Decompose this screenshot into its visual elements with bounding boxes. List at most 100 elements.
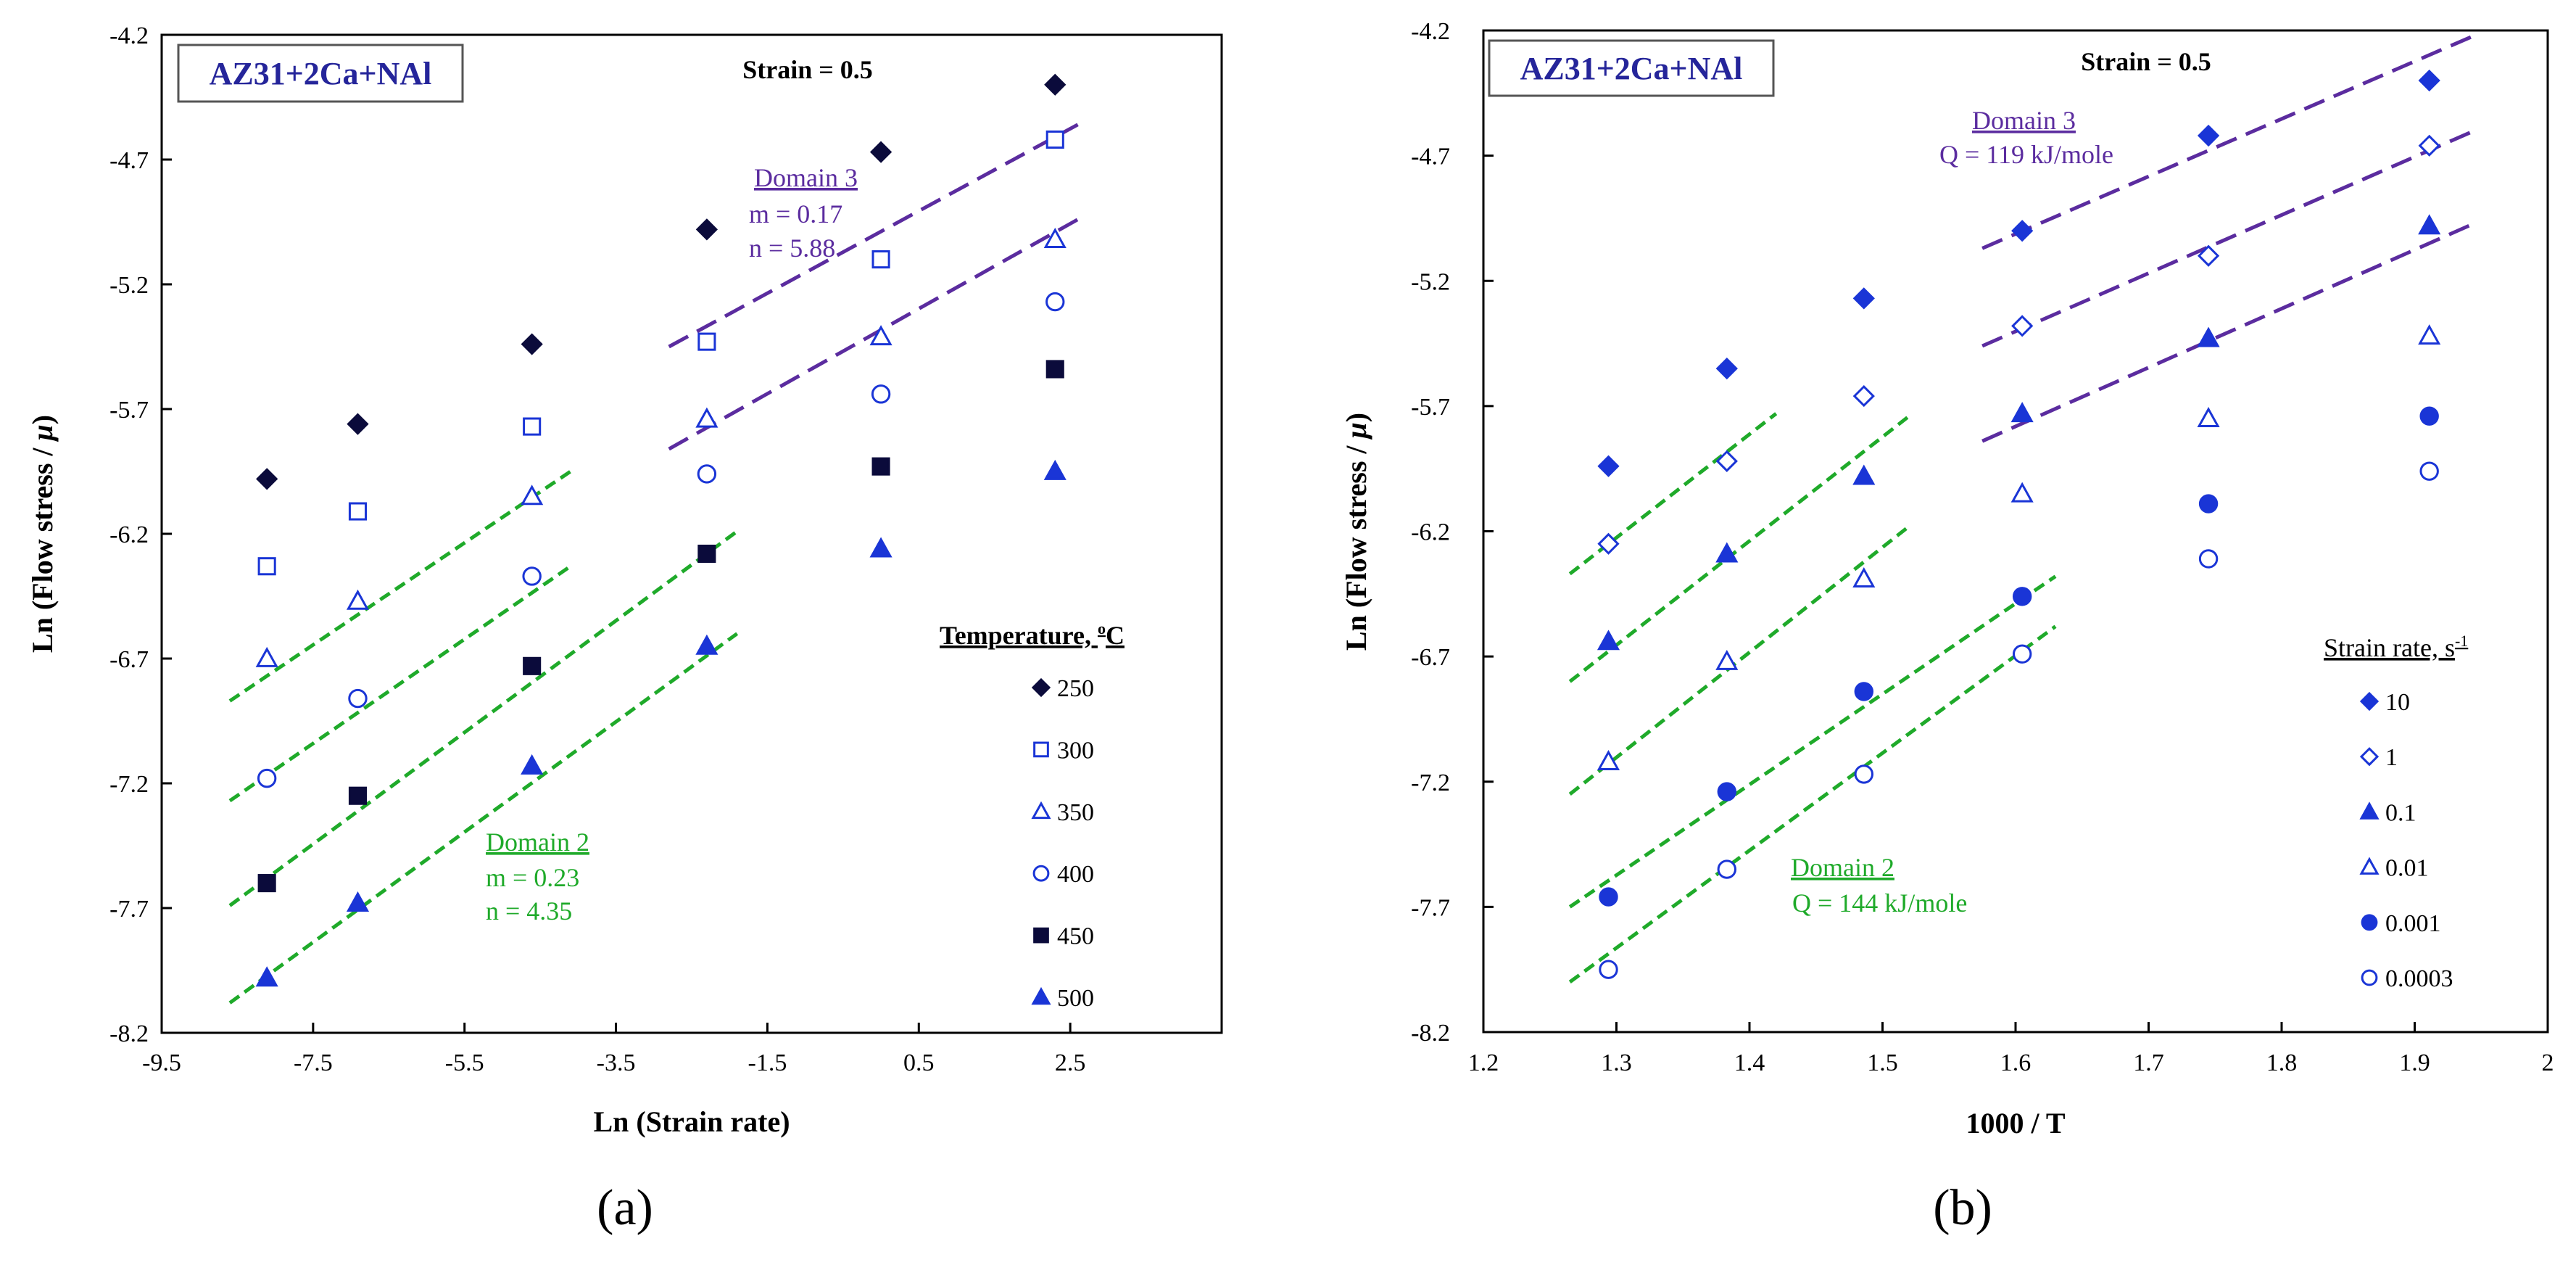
x-tick-label: 1.6 [2000, 1049, 2032, 1076]
legend-marker-0.01 [2359, 857, 2380, 875]
data-point-300 [1045, 130, 1064, 149]
domain3-fit-line [668, 218, 1079, 451]
data-point-400 [522, 566, 542, 586]
x-tick-label: -7.5 [294, 1049, 333, 1076]
domain3-fit-line [1981, 221, 2476, 443]
data-point-450 [348, 786, 368, 805]
domain2-title-b: Domain 2 [1791, 853, 1894, 882]
x-tick-label: 1.8 [2266, 1049, 2298, 1076]
legend-marker-0.001 [2361, 914, 2378, 931]
subtitle-b: Strain = 0.5 [2081, 47, 2211, 76]
data-point-10 [1597, 455, 1620, 477]
legend-marker-1 [2359, 747, 2380, 767]
data-point-500 [521, 754, 544, 775]
fit-lines-a [228, 123, 1079, 1005]
domain3-line1-a: m = 0.17 [749, 199, 842, 228]
legend-marker-300 [1033, 741, 1049, 758]
data-point-0.001 [2419, 406, 2439, 426]
data-point-0.0003 [1599, 960, 1618, 979]
data-point-450 [1045, 360, 1064, 379]
data-point-300 [523, 417, 542, 436]
subtitle-a: Strain = 0.5 [742, 55, 873, 84]
domain3-line1-b: Q = 119 kJ/mole [1939, 140, 2113, 169]
data-point-0.01 [1852, 567, 1876, 587]
data-point-10 [1715, 357, 1738, 380]
data-point-0.01 [2418, 324, 2441, 345]
data-point-500 [695, 634, 718, 655]
data-point-500 [255, 966, 278, 987]
data-point-0.1 [2010, 402, 2034, 423]
y-tick-label: -7.7 [109, 896, 149, 923]
data-point-1 [2197, 244, 2220, 267]
domain3-title-a: Domain 3 [754, 163, 858, 192]
data-point-1 [2418, 134, 2440, 157]
data-point-450 [257, 874, 276, 893]
x-tick-label: 1.2 [1468, 1049, 1499, 1076]
y-axis-label-b: Ln (Flow stress / μ) [1340, 413, 1372, 651]
y-tick-label: -8.2 [1411, 1020, 1450, 1047]
data-point-450 [523, 656, 542, 675]
data-point-0.0003 [2012, 644, 2032, 664]
data-point-0.1 [1596, 630, 1620, 651]
legend-marker-350 [1031, 801, 1051, 820]
data-point-300 [697, 332, 716, 351]
legend-label-1: 1 [2385, 744, 2398, 771]
data-point-0.1 [2418, 214, 2441, 235]
data-point-0.001 [2012, 587, 2032, 606]
domain3-fit-line [1981, 128, 2476, 348]
y-tick-label: -7.2 [109, 771, 149, 798]
data-point-350 [255, 646, 278, 667]
x-tick-label: 1.4 [1734, 1049, 1765, 1076]
legend-title-b: Strain rate, s-1 [2324, 632, 2468, 662]
data-point-250 [347, 413, 369, 435]
x-tick-label: 1.9 [2399, 1049, 2430, 1076]
data-point-300 [257, 557, 276, 576]
x-tick-label: 1.5 [1867, 1049, 1898, 1076]
legend-marker-250 [1031, 677, 1051, 698]
y-tick-label: -4.7 [109, 147, 149, 174]
data-point-350 [521, 484, 544, 506]
data-point-400 [697, 464, 717, 484]
chart-title-b: AZ31+2Ca+NAl [1520, 51, 1743, 86]
legend-title-a: Temperature, oC [940, 619, 1125, 650]
y-tick-label: -6.2 [109, 521, 149, 548]
data-point-350 [1043, 227, 1067, 248]
legend-label-500: 500 [1057, 985, 1094, 1012]
domain2-fit-line [1568, 624, 2057, 983]
legend-marker-500 [1031, 986, 1051, 1005]
y-ticks-a: -4.2 -4.7 -5.2 -5.7 -6.2 -6.7 -7.2 -7.7 -8.2 [109, 22, 172, 1047]
data-point-0.1 [1852, 464, 1876, 485]
x-axis-label-b: 1000 / T [1966, 1107, 2065, 1139]
domain2-fit-line [228, 632, 739, 1005]
data-point-350 [695, 407, 718, 428]
data-point-400 [348, 688, 368, 709]
legend-marker-10 [2359, 691, 2380, 712]
x-tick-label: 2.5 [1055, 1049, 1086, 1076]
data-point-0.0003 [2198, 549, 2219, 569]
domain3-line2-a: n = 5.88 [749, 234, 835, 263]
legend-items-a: 250 300 350 400 450 500 [1031, 675, 1094, 1012]
domain2-fit-line [228, 469, 572, 703]
x-tick-label: 2 [2542, 1049, 2554, 1076]
y-ticks-b: -4.2 -4.7 -5.2 -5.7 -6.2 -6.7 -7.2 -7.7 -8.2 [1411, 18, 1494, 1047]
domain2-line1-a: m = 0.23 [486, 863, 579, 892]
data-point-1 [1597, 532, 1620, 555]
y-tick-label: -7.7 [1411, 894, 1450, 921]
x-tick-label: 1.3 [1601, 1049, 1632, 1076]
x-axis-label-a: Ln (Strain rate) [593, 1105, 790, 1138]
legend-label-300: 300 [1057, 737, 1094, 764]
data-point-500 [869, 537, 893, 558]
y-tick-label: -8.2 [109, 1020, 149, 1047]
x-tick-label: -9.5 [142, 1049, 181, 1076]
legend-marker-400 [1032, 865, 1050, 882]
data-point-250 [869, 141, 893, 163]
domain3-title-b: Domain 3 [1972, 106, 2076, 135]
domain3-fit-line [668, 123, 1079, 349]
data-point-10 [2418, 69, 2440, 92]
data-point-350 [346, 589, 370, 610]
y-tick-label: -4.2 [1411, 18, 1450, 45]
y-tick-label: -6.7 [1411, 644, 1450, 671]
x-ticks-b: 1.2 1.3 1.4 1.5 1.6 1.7 1.8 1.9 2 [1468, 1022, 2554, 1076]
